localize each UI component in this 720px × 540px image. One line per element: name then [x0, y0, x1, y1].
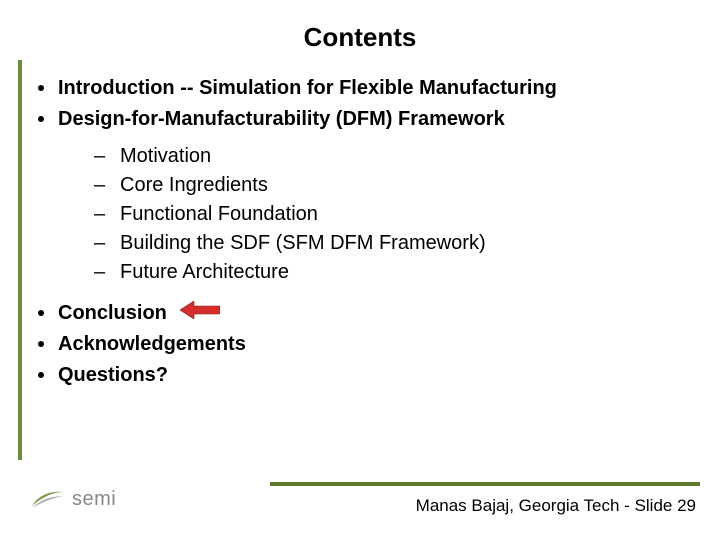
bullet-item: Questions? [38, 362, 690, 389]
sub-bullet-list: – Motivation – Core Ingredients – Functi… [94, 143, 690, 286]
sub-bullet-text: Motivation [120, 143, 211, 170]
dash-icon: – [94, 143, 108, 170]
sub-bullet-text: Functional Foundation [120, 201, 318, 228]
bullet-item: Introduction -- Simulation for Flexible … [38, 75, 690, 102]
bullet-text: Conclusion [58, 300, 220, 327]
sub-bullet-item: – Building the SDF (SFM DFM Framework) [94, 230, 690, 257]
sub-bullet-text: Core Ingredients [120, 172, 268, 199]
bullet-item: Conclusion [38, 300, 690, 327]
bullet-item: Design-for-Manufacturability (DFM) Frame… [38, 106, 690, 133]
bullet-label: Conclusion [58, 302, 167, 324]
footer-text: Manas Bajaj, Georgia Tech - Slide 29 [416, 496, 696, 516]
sub-bullet-text: Future Architecture [120, 259, 289, 286]
bullet-text: Introduction -- Simulation for Flexible … [58, 75, 557, 102]
logo-text: semi [72, 488, 116, 511]
dash-icon: – [94, 172, 108, 199]
sub-bullet-item: – Motivation [94, 143, 690, 170]
sub-bullet-item: – Functional Foundation [94, 201, 690, 228]
current-indicator-arrow-icon [180, 300, 220, 327]
bullet-text: Design-for-Manufacturability (DFM) Frame… [58, 106, 505, 133]
bullet-icon [38, 85, 44, 91]
dash-icon: – [94, 230, 108, 257]
footer-accent-line [270, 482, 700, 486]
dash-icon: – [94, 259, 108, 286]
bullet-text: Questions? [58, 362, 168, 389]
bullet-icon [38, 372, 44, 378]
slide: Contents Introduction -- Simulation for … [0, 0, 720, 540]
sub-bullet-text: Building the SDF (SFM DFM Framework) [120, 230, 486, 257]
sub-bullet-item: – Core Ingredients [94, 172, 690, 199]
sub-bullet-item: – Future Architecture [94, 259, 690, 286]
content-area: Introduction -- Simulation for Flexible … [38, 75, 690, 393]
bullet-text: Acknowledgements [58, 331, 246, 358]
logo-swoosh-icon [30, 486, 66, 512]
slide-title: Contents [0, 0, 720, 53]
vertical-accent-line [18, 60, 22, 460]
bullet-item: Acknowledgements [38, 331, 690, 358]
bullet-icon [38, 116, 44, 122]
logo: semi [30, 486, 116, 512]
bullet-icon [38, 310, 44, 316]
dash-icon: – [94, 201, 108, 228]
bullet-icon [38, 341, 44, 347]
